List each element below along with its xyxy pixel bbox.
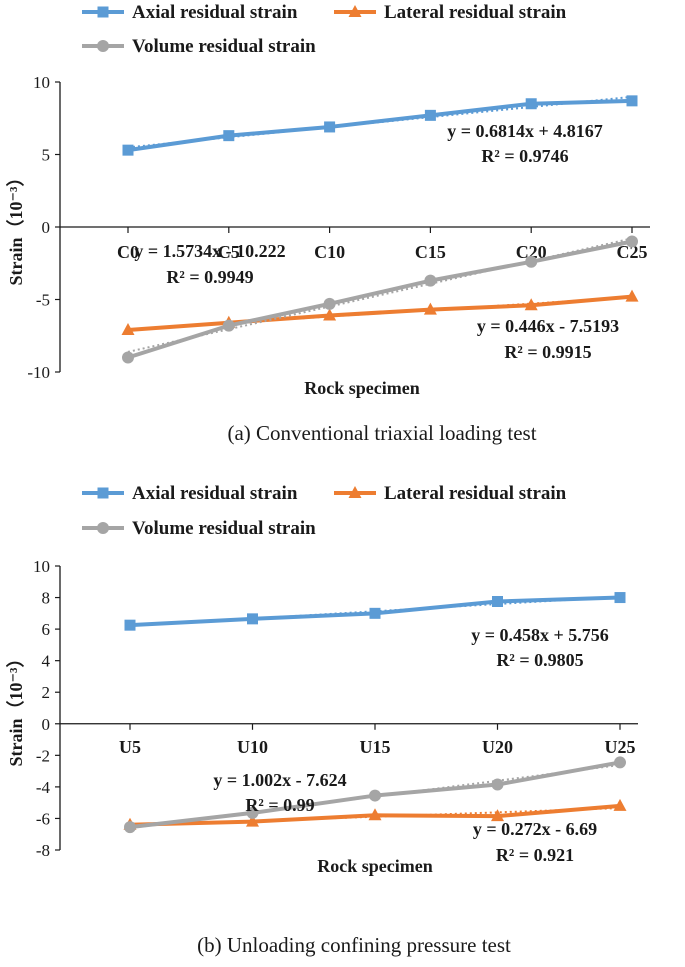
data-point [124, 821, 136, 834]
series-line-1 [127, 294, 633, 332]
y-tick-label: -8 [36, 841, 50, 860]
figure-caption: (a) Conventional triaxial loading test [227, 421, 536, 445]
legend-marker [97, 40, 109, 52]
x-tick-label: U10 [237, 737, 268, 757]
legend-item: Volume residual strain [82, 518, 316, 539]
y-tick-label: 8 [42, 589, 51, 608]
data-point [626, 235, 638, 248]
legend-label: Axial residual strain [132, 2, 298, 23]
data-point [491, 778, 504, 791]
data-point [246, 806, 259, 819]
y-tick-label: 0 [42, 218, 51, 237]
data-point [122, 351, 134, 364]
data-point [124, 619, 136, 631]
y-tick-label: 2 [42, 683, 51, 702]
x-tick-label: U5 [119, 737, 141, 757]
x-tick-label: C10 [314, 242, 345, 262]
y-tick-label: 4 [42, 652, 51, 671]
data-point [324, 121, 336, 133]
legend-marker [97, 487, 109, 499]
legend-marker [348, 486, 362, 498]
data-point [323, 308, 337, 321]
data-point [247, 613, 258, 625]
data-point [614, 592, 626, 604]
data-point [625, 289, 639, 302]
legend-item: Lateral residual strain [334, 483, 567, 504]
y-tick-label: -10 [27, 363, 50, 382]
y-tick-label: -6 [36, 809, 50, 828]
data-point [121, 322, 135, 335]
r-squared-label: R² = 0.9915 [504, 342, 591, 362]
figure-caption: (b) Unloading confining pressure test [197, 933, 511, 957]
y-tick-label: 0 [42, 715, 51, 734]
legend-marker [348, 5, 362, 17]
data-point [525, 98, 537, 110]
data-point [222, 319, 235, 332]
legend-label: Axial residual strain [132, 483, 298, 504]
y-tick-label: -2 [36, 746, 50, 765]
r-squared-label: R² = 0.921 [496, 845, 574, 865]
y-tick-label: 6 [42, 620, 51, 639]
data-point [614, 756, 626, 769]
data-point [369, 789, 381, 802]
data-point [368, 808, 382, 821]
x-axis-title: Rock specimen [304, 378, 420, 398]
legend-item: Lateral residual strain [334, 2, 567, 23]
legend-label: Lateral residual strain [384, 2, 567, 23]
y-axis-title: Strain（10⁻³） [6, 650, 26, 767]
r-squared-label: R² = 0.99 [245, 795, 314, 815]
chart-a: Axial residual strain Lateral residual st… [6, 2, 650, 445]
data-point [424, 274, 437, 287]
data-point [369, 607, 381, 619]
y-tick-label: -4 [36, 778, 51, 797]
r-squared-label: R² = 0.9746 [481, 146, 568, 166]
regression-equation: y = 0.446x - 7.5193 [477, 316, 619, 336]
series-line-0 [127, 98, 633, 153]
x-tick-label: C15 [415, 242, 446, 262]
data-point [323, 297, 336, 310]
y-tick-label: 10 [33, 73, 50, 92]
data-point [491, 809, 504, 822]
r-squared-label: R² = 0.9805 [496, 650, 583, 670]
y-tick-label: 10 [33, 557, 50, 576]
data-point [524, 298, 538, 311]
legend-label: Lateral residual strain [384, 483, 567, 504]
series-line-2 [127, 239, 633, 360]
legend-marker [97, 522, 109, 534]
legend-item: Axial residual strain [82, 2, 298, 23]
data-point [424, 109, 436, 121]
x-tick-label: C25 [617, 242, 648, 262]
regression-equation: y = 1.5734x - 10.222 [134, 241, 285, 261]
data-point [525, 255, 538, 268]
regression-equation: y = 0.272x - 6.69 [473, 819, 597, 839]
regression-equation: y = 1.002x - 7.624 [213, 770, 346, 790]
legend-item: Volume residual strain [82, 36, 316, 57]
regression-equation: y = 0.6814x + 4.8167 [447, 121, 603, 141]
x-tick-label: U25 [605, 737, 636, 757]
x-tick-label: U15 [360, 737, 391, 757]
x-tick-label: C5 [218, 242, 240, 262]
legend-item: Axial residual strain [82, 483, 298, 504]
y-axis-title: Strain（10⁻³） [6, 169, 26, 286]
y-tick-label: 5 [42, 146, 51, 165]
data-point [613, 798, 627, 811]
chart-b: Axial residual strain Lateral residual st… [6, 483, 638, 957]
regression-equation: y = 0.458x + 5.756 [471, 625, 609, 645]
data-point [122, 144, 134, 156]
x-tick-label: C20 [516, 242, 547, 262]
legend-marker [97, 6, 109, 18]
legend-label: Volume residual strain [132, 36, 316, 57]
legend-label: Volume residual strain [132, 518, 316, 539]
data-point [246, 814, 259, 827]
data-point [626, 95, 638, 107]
x-tick-label: C0 [117, 242, 139, 262]
data-point [492, 596, 503, 607]
y-tick-label: -5 [36, 291, 50, 310]
x-tick-label: U20 [482, 737, 513, 757]
data-point [423, 302, 437, 315]
r-squared-label: R² = 0.9949 [166, 267, 253, 287]
x-axis-title: Rock specimen [317, 856, 433, 876]
data-point [223, 130, 235, 142]
